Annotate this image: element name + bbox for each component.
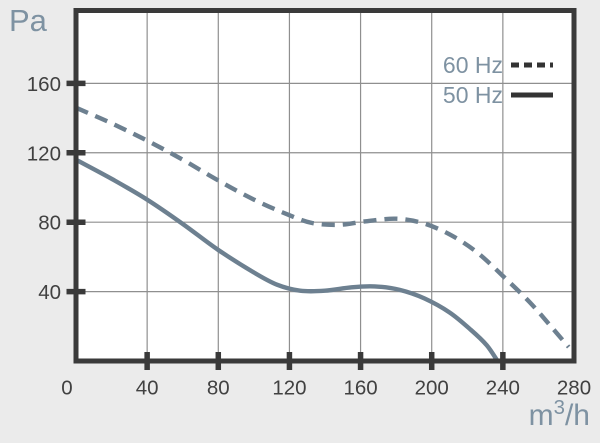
x-unit-sup: 3 (553, 397, 565, 419)
x-unit-pre: m (528, 399, 554, 432)
x-tick-label: 280 (557, 377, 591, 400)
y-tick-label: 40 (38, 281, 61, 304)
legend: 60 Hz 50 Hz (418, 50, 554, 110)
y-tick-label: 80 (38, 212, 61, 235)
x-tick-label: 160 (343, 377, 377, 400)
y-tick-label: 160 (27, 73, 61, 96)
legend-row-50hz: 50 Hz (418, 80, 554, 110)
curve-50hz (74, 157, 500, 363)
curve-60hz (75, 105, 571, 349)
y-axis-unit-label: Pa (9, 3, 47, 38)
x-tick-label: 200 (415, 377, 449, 400)
x-unit-post: /h (564, 399, 590, 432)
legend-line-sample-dashed (511, 62, 553, 68)
x-tick-label: 240 (486, 377, 520, 400)
x-tick-label: 40 (136, 377, 159, 400)
x-axis-unit-label: m3/h (528, 397, 590, 432)
plot-background (76, 10, 574, 361)
legend-label-50hz: 50 Hz (442, 81, 503, 108)
legend-label-60hz: 60 Hz (442, 51, 503, 78)
x-tick-label: 0 (61, 377, 72, 400)
x-tick-label: 80 (207, 377, 230, 400)
legend-row-60hz: 60 Hz (418, 50, 554, 80)
plot-frame (73, 8, 577, 364)
x-tick-label: 120 (272, 377, 306, 400)
legend-line-sample-solid (511, 92, 553, 98)
y-tick-label: 120 (27, 142, 61, 165)
